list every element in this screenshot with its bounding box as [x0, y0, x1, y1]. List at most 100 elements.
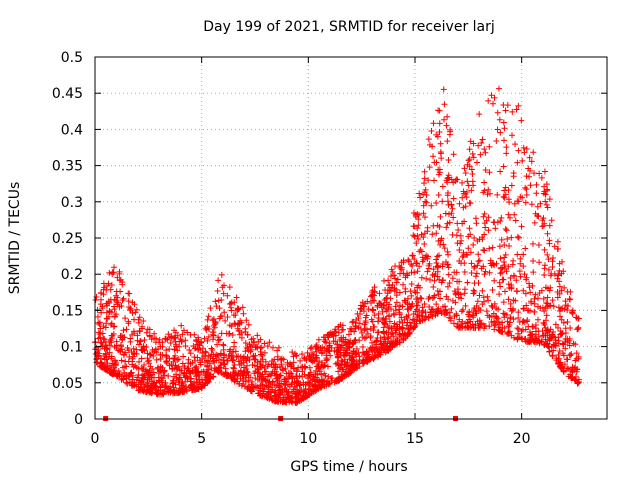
data-point	[500, 163, 507, 170]
data-point	[569, 368, 576, 375]
data-point	[522, 184, 529, 191]
data-point	[179, 331, 186, 338]
data-point	[238, 319, 245, 326]
data-point	[402, 285, 409, 292]
data-point	[478, 139, 485, 146]
data-point	[202, 349, 209, 356]
data-point	[314, 370, 321, 377]
data-point	[407, 304, 414, 311]
data-point	[288, 363, 295, 370]
data-point	[514, 159, 521, 166]
data-point	[546, 302, 553, 309]
data-point	[396, 302, 403, 309]
data-point	[468, 269, 475, 276]
data-point	[228, 304, 235, 311]
data-point	[94, 313, 101, 320]
data-point	[380, 324, 387, 331]
data-point	[570, 340, 577, 347]
data-point	[454, 286, 461, 293]
data-point	[500, 119, 507, 126]
data-point	[534, 203, 541, 210]
data-point	[432, 270, 439, 277]
data-point	[468, 166, 475, 173]
data-point	[341, 372, 348, 379]
data-point	[97, 296, 104, 303]
data-point	[514, 251, 521, 258]
data-point	[127, 370, 134, 377]
data-point	[558, 270, 565, 277]
data-point	[567, 325, 574, 332]
data-point	[131, 316, 138, 323]
data-point	[293, 373, 300, 380]
data-point	[391, 272, 398, 279]
data-point	[538, 174, 545, 181]
data-point	[475, 142, 482, 149]
data-point	[557, 305, 564, 312]
data-point	[377, 351, 384, 358]
data-point	[258, 351, 265, 358]
data-point	[499, 264, 506, 271]
data-point	[393, 292, 400, 299]
data-point	[473, 270, 480, 277]
data-point	[497, 283, 504, 290]
data-point	[520, 305, 527, 312]
data-point	[414, 232, 421, 239]
data-point	[500, 276, 507, 283]
data-point	[264, 363, 271, 370]
data-point	[573, 350, 580, 357]
data-point	[557, 328, 564, 335]
data-point	[441, 116, 448, 123]
data-point	[406, 330, 413, 337]
data-point	[524, 307, 531, 314]
data-point	[271, 370, 278, 377]
data-point	[220, 290, 227, 297]
data-point	[445, 156, 452, 163]
data-point	[103, 300, 110, 307]
data-point	[541, 320, 548, 327]
data-point	[316, 358, 323, 365]
data-point	[370, 307, 377, 314]
data-point	[425, 177, 432, 184]
data-point	[166, 355, 173, 362]
data-point	[540, 215, 547, 222]
data-point	[202, 353, 209, 360]
data-point	[269, 344, 276, 351]
data-point	[505, 296, 512, 303]
data-point	[517, 193, 524, 200]
data-point	[97, 339, 104, 346]
data-point	[430, 222, 437, 229]
data-point	[411, 256, 418, 263]
data-point	[513, 277, 520, 284]
data-point	[175, 363, 182, 370]
data-point	[456, 200, 463, 207]
data-point	[501, 288, 508, 295]
data-point	[437, 148, 444, 155]
data-point	[334, 351, 341, 358]
data-point	[172, 338, 179, 345]
data-point	[439, 198, 446, 205]
data-point	[213, 357, 220, 364]
data-point	[420, 210, 427, 217]
data-point	[434, 288, 441, 295]
data-point	[506, 214, 513, 221]
data-point	[538, 287, 545, 294]
data-point	[311, 382, 318, 389]
data-point	[393, 321, 400, 328]
data-point	[379, 316, 386, 323]
data-point	[429, 231, 436, 238]
data-point	[574, 326, 581, 333]
data-point	[332, 326, 339, 333]
data-point	[258, 393, 265, 400]
data-point	[208, 351, 215, 358]
data-point	[437, 295, 444, 302]
data-point	[402, 299, 409, 306]
data-point	[176, 378, 183, 385]
data-point	[105, 280, 112, 287]
data-point	[497, 255, 504, 262]
data-point	[209, 346, 216, 353]
data-point	[425, 136, 432, 143]
data-point	[543, 299, 550, 306]
data-point	[352, 319, 359, 326]
data-point	[392, 263, 399, 270]
data-point	[243, 317, 250, 324]
